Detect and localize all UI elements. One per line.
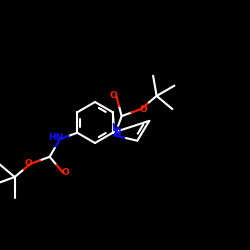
Text: O: O xyxy=(62,168,69,177)
Text: O: O xyxy=(140,104,147,114)
Text: O: O xyxy=(110,90,118,100)
Text: O: O xyxy=(24,159,32,168)
Text: HN: HN xyxy=(48,133,64,142)
Text: N: N xyxy=(113,128,121,137)
